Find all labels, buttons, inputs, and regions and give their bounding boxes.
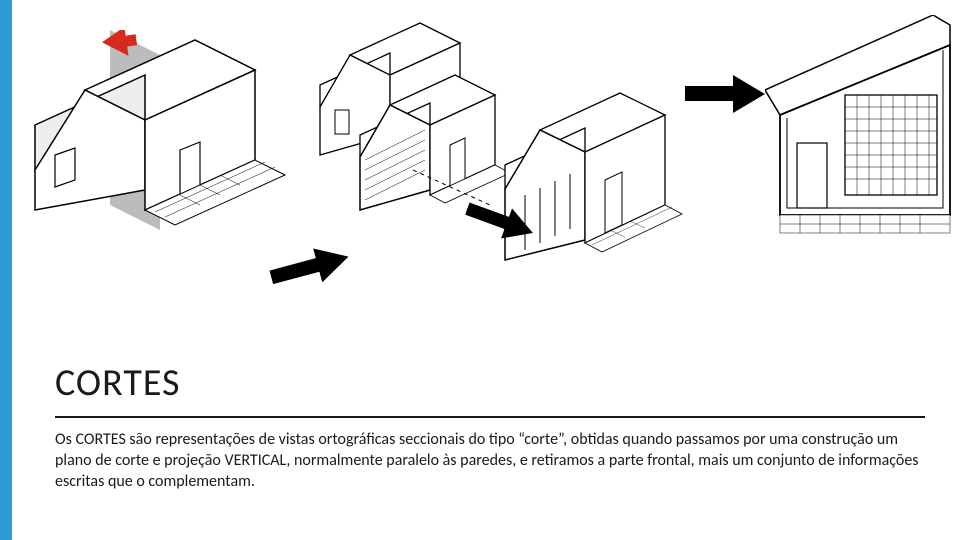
house-front-section: [765, 15, 955, 245]
house-iso-split: [315, 20, 505, 220]
page-title: CORTES: [55, 360, 925, 418]
diagram: [20, 5, 940, 345]
house-iso-full: [30, 30, 290, 240]
arrow-1: [267, 240, 353, 295]
slide: CORTES Os CORTES são representações de v…: [0, 0, 960, 540]
house-iso-half: [500, 85, 685, 285]
arrow-3: [685, 75, 765, 113]
text-block: CORTES Os CORTES são representações de v…: [55, 360, 925, 492]
accent-bar: [0, 0, 12, 540]
body-text: Os CORTES são representações de vistas o…: [55, 430, 925, 492]
